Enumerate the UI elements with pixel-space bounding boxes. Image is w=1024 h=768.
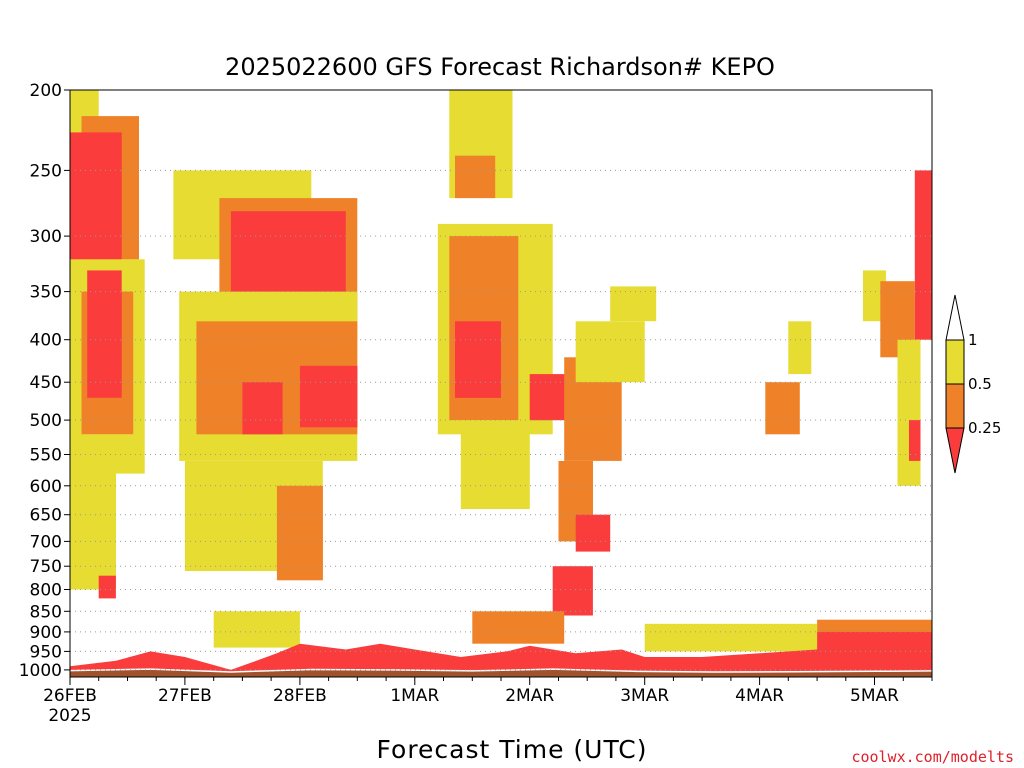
source-credit: coolwx.com/modelts <box>851 748 1014 766</box>
richardson-region-low <box>897 339 921 486</box>
richardson-region-moderate <box>276 485 323 581</box>
x-tick-label-2MAR: 2MAR <box>505 686 554 706</box>
boundary-layer-band <box>70 643 932 677</box>
y-tick-label-1000: 1000 <box>19 661 62 681</box>
y-tick-label-400: 400 <box>30 331 62 351</box>
x-tick-label-3MAR: 3MAR <box>620 686 669 706</box>
x-tick-label-4MAR: 4MAR <box>735 686 784 706</box>
y-tick-label-850: 850 <box>30 602 62 622</box>
richardson-region-low <box>788 321 812 375</box>
richardson-region-high <box>455 321 501 398</box>
richardson-region-low <box>213 611 300 648</box>
x-axis-time: 26FEB 27FEB 28FEB 1MAR 2MAR 3MAR 4MAR 5MAR <box>43 677 933 706</box>
richardson-region-high <box>575 514 611 552</box>
y-tick-label-800: 800 <box>30 581 62 601</box>
colorbar-bin-stable <box>945 294 965 341</box>
y-tick-label-950: 950 <box>30 642 62 662</box>
richardson-region-high <box>299 365 358 428</box>
x-tick-label-28FEB: 28FEB <box>273 686 327 706</box>
y-tick-label-500: 500 <box>30 411 62 431</box>
richardson-region-low <box>70 461 116 590</box>
x-tick-label-5MAR: 5MAR <box>850 686 899 706</box>
richardson-region-high <box>230 211 346 302</box>
y-tick-label-200: 200 <box>30 81 62 101</box>
colorbar-label-0.25: 0.25 <box>968 419 1001 437</box>
y-tick-label-600: 600 <box>30 477 62 497</box>
x-tick-label-27FEB: 27FEB <box>158 686 212 706</box>
colorbar-legend: 1 0.5 0.25 <box>945 294 1001 474</box>
richardson-region-moderate <box>765 382 800 435</box>
y-tick-label-900: 900 <box>30 623 62 643</box>
surface-layer <box>69 668 933 677</box>
plot-area <box>69 89 933 678</box>
y-tick-label-750: 750 <box>30 557 62 577</box>
richardson-region-high <box>914 170 932 340</box>
y-axis-pressure: 200 250 300 350 400 450 500 550 600 650 700 750 8008… <box>19 81 70 681</box>
x-tick-label-26FEB: 26FEB <box>43 686 97 706</box>
colorbar-bin-low <box>945 339 965 385</box>
y-tick-label-550: 550 <box>30 446 62 466</box>
colorbar-label-1: 1 <box>968 331 978 349</box>
colorbar-bin-high <box>945 427 965 474</box>
x-tick-label-1MAR: 1MAR <box>390 686 439 706</box>
ground-surface <box>70 669 932 677</box>
x-axis-year-label: 2025 <box>48 706 91 726</box>
richardson-region-low <box>644 623 818 652</box>
richardson-field <box>70 90 932 659</box>
richardson-region-high <box>87 270 122 398</box>
richardson-region-low <box>460 420 530 509</box>
richardson-region-low <box>575 321 645 383</box>
richardson-region-high <box>98 575 116 599</box>
y-tick-label-650: 650 <box>30 506 62 526</box>
colorbar-label-0.5: 0.5 <box>968 375 992 393</box>
richardson-region-high <box>552 566 593 616</box>
chart-title: 2025022600 GFS Forecast Richardson# KEPO <box>225 53 775 81</box>
y-tick-label-700: 700 <box>30 532 62 552</box>
y-tick-label-450: 450 <box>30 373 62 393</box>
boundary-layer-band <box>70 643 932 677</box>
y-tick-label-250: 250 <box>30 161 62 181</box>
y-tick-label-300: 300 <box>30 227 62 247</box>
colorbar-bin-moderate <box>945 383 965 429</box>
y-tick-label-350: 350 <box>30 283 62 303</box>
x-axis-title: Forecast Time (UTC) <box>377 735 648 764</box>
richardson-region-moderate <box>455 155 496 199</box>
richardson-region-low <box>610 286 657 322</box>
surface-line <box>69 668 933 673</box>
richardson-region-high <box>909 420 921 461</box>
richardson-region-low <box>863 270 886 322</box>
richardson-region-high <box>242 382 283 435</box>
richardson-region-moderate <box>472 611 565 644</box>
